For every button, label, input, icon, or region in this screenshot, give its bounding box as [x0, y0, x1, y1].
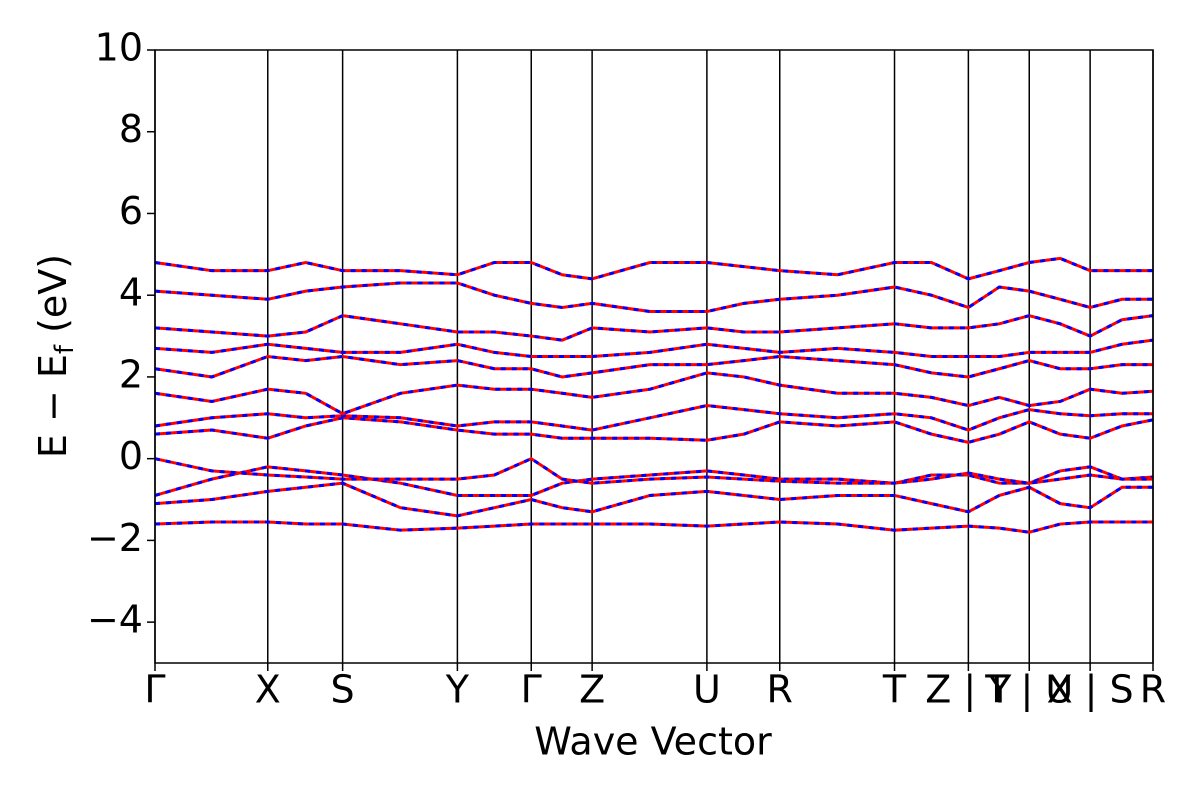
y-axis-label: E − Ef (eV) [31, 254, 80, 458]
band-line [154, 456, 1153, 485]
band-line [154, 314, 1154, 342]
band-line [154, 465, 1154, 497]
band-line [154, 481, 1153, 518]
band-line [154, 338, 1154, 358]
x-tick-label: T [882, 668, 907, 712]
x-tick-label: Y [445, 668, 470, 712]
band-line [154, 481, 1153, 518]
band-line [154, 281, 1153, 314]
x-tick-label: X | S [1047, 668, 1134, 713]
y-tick-label: 10 [95, 26, 143, 70]
y-tick-label: −4 [87, 598, 143, 642]
band-line [154, 338, 1154, 358]
y-tick-label: −2 [87, 516, 143, 560]
band-line [154, 354, 1153, 379]
y-tick-label: 6 [119, 189, 143, 233]
plot-frame [154, 49, 1154, 664]
band-line [154, 371, 1154, 416]
x-tick-label: S [331, 668, 355, 712]
x-tick-label: Γ [521, 668, 542, 712]
y-tick-label: 2 [119, 352, 143, 396]
x-tick-label: Z [579, 668, 605, 712]
band-line [154, 404, 1153, 432]
y-tick-label: 4 [119, 271, 143, 315]
band-line [154, 354, 1153, 379]
y-label-main: E − E [31, 354, 75, 458]
x-tick-label: T | U [984, 668, 1073, 713]
x-tick-label: R [767, 668, 793, 712]
y-label-unit: (eV) [31, 254, 75, 333]
band-line [154, 314, 1154, 342]
x-tick-label: R [1140, 668, 1166, 712]
y-label-subscript: f [50, 344, 80, 354]
band-line [154, 416, 1154, 444]
y-tick-label: 0 [119, 434, 143, 478]
band-line [154, 520, 1153, 534]
x-tick-label: U [693, 668, 721, 712]
band-line [154, 256, 1153, 281]
x-axis-label: Wave Vector [534, 720, 772, 764]
x-tick-label: Γ [144, 668, 165, 712]
x-tick-label: X [255, 668, 281, 712]
band-line [154, 281, 1153, 314]
band-line [154, 416, 1154, 444]
x-tick-label: Z | Y [925, 668, 1012, 713]
band-line [154, 371, 1154, 416]
y-tick-label: 8 [119, 107, 143, 151]
